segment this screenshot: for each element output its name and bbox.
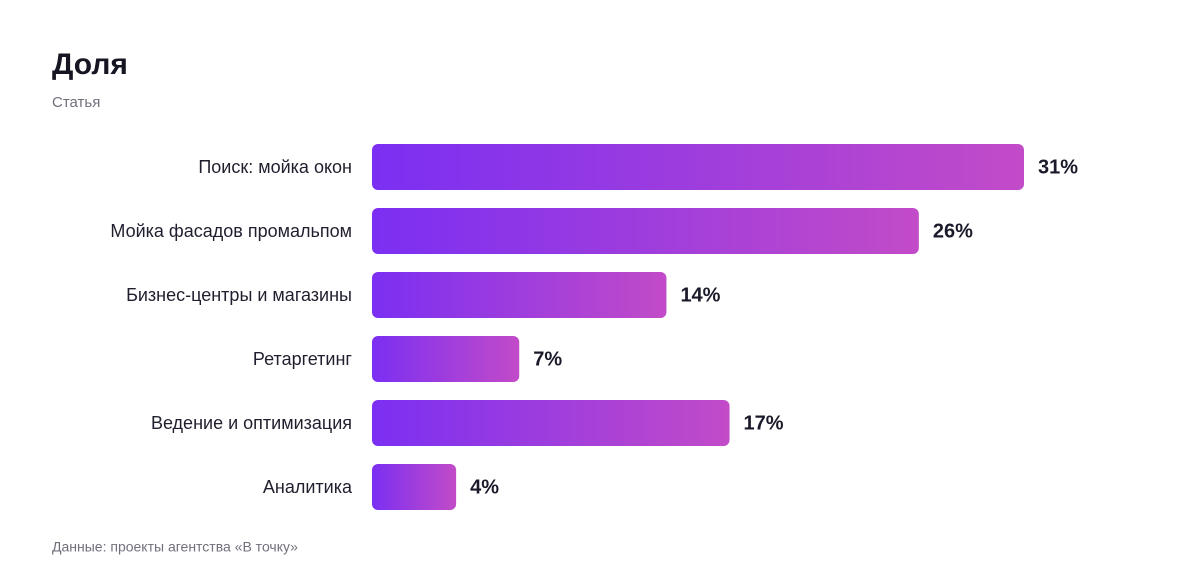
category-label: Ведение и оптимизация	[151, 413, 352, 433]
bar	[372, 464, 457, 510]
category-label: Аналитика	[263, 477, 353, 497]
bar	[372, 272, 667, 318]
value-label: 14%	[680, 284, 720, 306]
bar	[372, 336, 520, 382]
category-label: Ретаргетинг	[253, 349, 353, 369]
value-label: 26%	[933, 220, 973, 242]
source-note: Данные: проекты агентства «В точку»	[52, 539, 298, 555]
value-label: 31%	[1038, 156, 1078, 178]
category-label: Мойка фасадов промальпом	[110, 221, 352, 241]
value-label: 7%	[533, 348, 562, 370]
chart-subtitle: Статья	[52, 94, 100, 111]
value-label: 17%	[744, 412, 784, 434]
chart-title: Доля	[52, 48, 128, 81]
category-label: Поиск: мойка окон	[198, 157, 352, 177]
bar	[372, 208, 919, 254]
value-label: 4%	[470, 476, 499, 498]
bar	[372, 400, 730, 446]
bar	[372, 144, 1024, 190]
category-label: Бизнес-центры и магазины	[126, 285, 352, 305]
